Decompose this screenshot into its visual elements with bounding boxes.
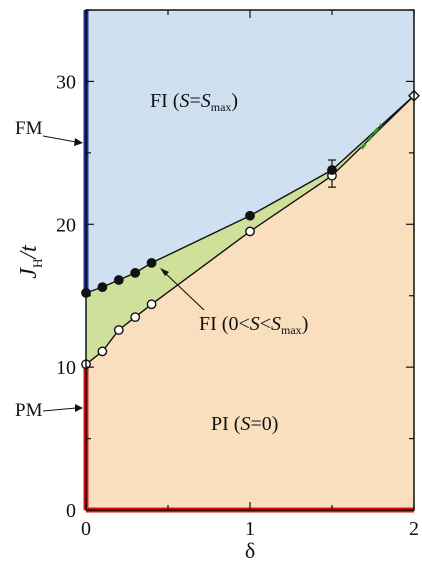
annotation-pm-arrow-head xyxy=(75,404,83,412)
annotation-fm-arrow-line xyxy=(42,135,77,143)
region-pointer-arrow-head xyxy=(160,268,169,276)
x-axis-label: δ xyxy=(245,538,255,563)
filled-circle-marker xyxy=(146,257,157,268)
filled-circle-marker xyxy=(130,267,141,278)
axis-tick-labels: 0 10 20 30 0 1 2 xyxy=(56,71,419,540)
region-pointer-arrow-line xyxy=(163,271,205,311)
region-pi-background xyxy=(86,95,414,510)
region-fi-background xyxy=(86,10,414,293)
plot-area xyxy=(86,10,414,510)
filled-circle-marker xyxy=(113,275,124,285)
x-tick-label: 2 xyxy=(409,518,419,540)
x-tick-label: 0 xyxy=(81,518,91,540)
x-tick-label: 1 xyxy=(245,518,255,540)
region-label-pi: PI (S=0) xyxy=(211,413,278,435)
y-tick-label: 20 xyxy=(56,214,76,236)
annotation-pm-arrow-line xyxy=(42,407,77,412)
y-tick-label: 30 xyxy=(56,71,76,93)
region-label-fi: FI (S=Smax) xyxy=(150,90,238,114)
y-tick-label: 0 xyxy=(66,500,76,522)
open-circle-marker xyxy=(113,325,124,335)
filled-circle-marker xyxy=(245,210,255,221)
filled-circle-marker xyxy=(97,282,108,293)
annotation-fm-arrow-head xyxy=(74,138,83,146)
open-circle-marker xyxy=(146,299,157,310)
axis-ticks xyxy=(85,9,415,511)
y-axis-label: JH/t xyxy=(16,244,45,279)
open-circle-marker xyxy=(245,226,255,237)
open-circle-marker xyxy=(97,346,108,357)
region-label-fi-intermediate: FI (0<S<Smax) xyxy=(199,313,308,337)
y-tick-label: 10 xyxy=(56,357,76,379)
annotation-pm: PM xyxy=(15,400,43,421)
data-markers xyxy=(81,89,420,370)
filled-circle-marker xyxy=(327,165,337,175)
open-circle-marker xyxy=(130,312,141,323)
annotation-fm: FM xyxy=(15,118,43,139)
extrapolation-dashed-line xyxy=(360,123,383,150)
